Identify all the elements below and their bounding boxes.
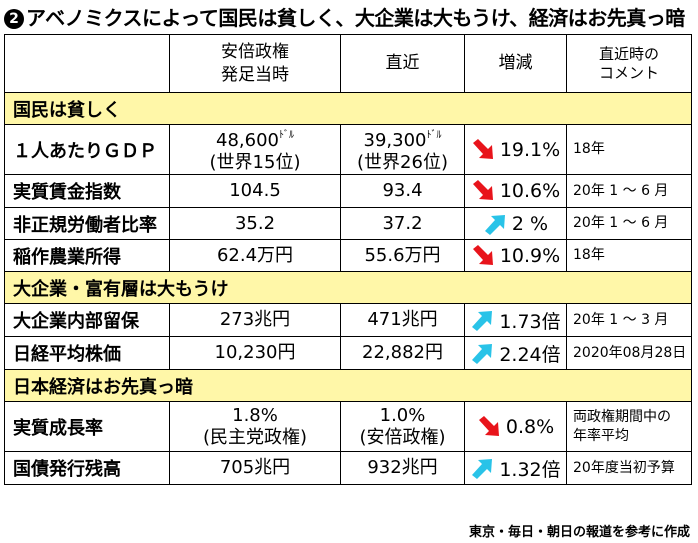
comment: 20年 1 〜 6 月 (566, 175, 691, 207)
recent-value: 932兆円 (340, 452, 464, 484)
table-row: 日経平均株価 10,230円 22,882円 2.24倍 2020年08月28日 (5, 336, 691, 369)
start-value: 104.5 (169, 175, 340, 207)
arrow-up-right-icon (472, 459, 493, 479)
comment: 20年 1 〜 6 月 (566, 208, 691, 239)
row-label: 非正規労働者比率 (13, 214, 157, 236)
header-change: 増減 (464, 35, 566, 92)
recent-value: 93.4 (340, 175, 464, 207)
change-value: 10.6% (464, 175, 566, 207)
arrow-up-right-icon (484, 214, 505, 235)
change-value: 1.73倍 (464, 304, 566, 336)
header-row: 安倍政権 発足当時 直近 増減 直近時の コメント (5, 35, 691, 92)
comment: 20年 1 〜 3 月 (566, 304, 691, 336)
row-label: 稲作農業所得 (13, 246, 121, 268)
recent-value: 39,300ﾄﾞﾙ (世界26位) (340, 125, 464, 174)
start-value: 705兆円 (169, 452, 340, 484)
change-value: 10.9% (464, 240, 566, 271)
comment: 両政権期間中の 年率平均 (566, 402, 691, 451)
arrow-up-right-icon (472, 344, 493, 364)
header-blank (5, 35, 169, 92)
table-row: 実質賃金指数 104.5 93.4 10.6% 20年 1 〜 6 月 (5, 174, 691, 207)
section-heading: 国民は貧しく (5, 92, 691, 124)
row-label: １人あたりＧＤＰ (13, 140, 157, 162)
start-value: 62.4万円 (169, 240, 340, 271)
start-value: 273兆円 (169, 304, 340, 336)
arrow-down-right-icon (472, 138, 493, 159)
change-value: 2.24倍 (464, 337, 566, 369)
change-value: 2 % (464, 208, 566, 239)
table-row: 国債発行残高 705兆円 932兆円 1.32倍 20年度当初予算 (5, 451, 691, 484)
row-label: 国債発行残高 (13, 459, 121, 480)
arrow-down-right-icon (478, 415, 499, 436)
comparison-table: 安倍政権 発足当時 直近 増減 直近時の コメント 国民は貧しく １人あたりＧＤＰ … (4, 34, 692, 485)
arrow-down-right-icon (472, 180, 493, 200)
number-badge: 2 (4, 9, 24, 29)
comment: 18年 (566, 240, 691, 271)
section-heading: 日本経済はお先真っ暗 (5, 369, 691, 401)
recent-value: 471兆円 (340, 304, 464, 336)
comment: 18年 (566, 125, 691, 174)
arrow-up-right-icon (472, 311, 493, 331)
title-text: アベノミクスによって国民は貧しく、大企業は大もうけ、経済はお先真っ暗 (26, 6, 685, 30)
recent-value: 37.2 (340, 208, 464, 239)
recent-value: 1.0% (安倍政権) (340, 402, 464, 451)
start-value: 48,600ﾄﾞﾙ (世界15位) (169, 125, 340, 174)
table-row: 実質成長率 1.8% (民主党政権) 1.0% (安倍政権) 0.8% 両政権期間中… (5, 401, 691, 451)
page-title: 2 アベノミクスによって国民は貧しく、大企業は大もうけ、経済はお先真っ暗 (4, 4, 694, 32)
table-row: 非正規労働者比率 35.2 37.2 2 % 20年 1 〜 6 月 (5, 207, 691, 239)
table-row: 大企業内部留保 273兆円 471兆円 1.73倍 20年 1 〜 3 月 (5, 303, 691, 336)
start-value: 35.2 (169, 208, 340, 239)
start-value: 10,230円 (169, 337, 340, 369)
change-value: 1.32倍 (464, 452, 566, 484)
recent-value: 22,882円 (340, 337, 464, 369)
header-comment: 直近時の コメント (566, 35, 691, 92)
start-value: 1.8% (民主党政権) (169, 402, 340, 451)
row-label: 大企業内部留保 (13, 311, 139, 332)
row-label: 実質賃金指数 (13, 182, 121, 203)
arrow-down-right-icon (472, 244, 493, 265)
change-value: 19.1% (464, 125, 566, 174)
source-credit: 東京・毎日・朝日の報道を参考に作成 (468, 525, 690, 540)
section-heading: 大企業・富有層は大もうけ (5, 271, 691, 303)
row-label: 日経平均株価 (13, 344, 121, 365)
header-recent: 直近 (340, 35, 464, 92)
table-row: 稲作農業所得 62.4万円 55.6万円 10.9% 18年 (5, 239, 691, 271)
recent-value: 55.6万円 (340, 240, 464, 271)
table-row: １人あたりＧＤＰ 48,600ﾄﾞﾙ (世界15位) 39,300ﾄﾞﾙ (世界26… (5, 124, 691, 174)
comment: 20年度当初予算 (566, 452, 691, 484)
comment: 2020年08月28日 (566, 337, 691, 369)
change-value: 0.8% (464, 402, 566, 451)
row-label: 実質成長率 (13, 417, 103, 439)
header-start: 安倍政権 発足当時 (169, 35, 340, 92)
